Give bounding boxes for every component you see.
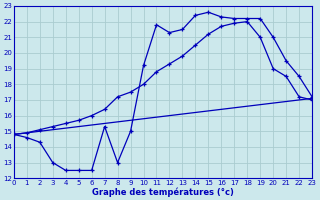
X-axis label: Graphe des températures (°c): Graphe des températures (°c) [92, 187, 234, 197]
